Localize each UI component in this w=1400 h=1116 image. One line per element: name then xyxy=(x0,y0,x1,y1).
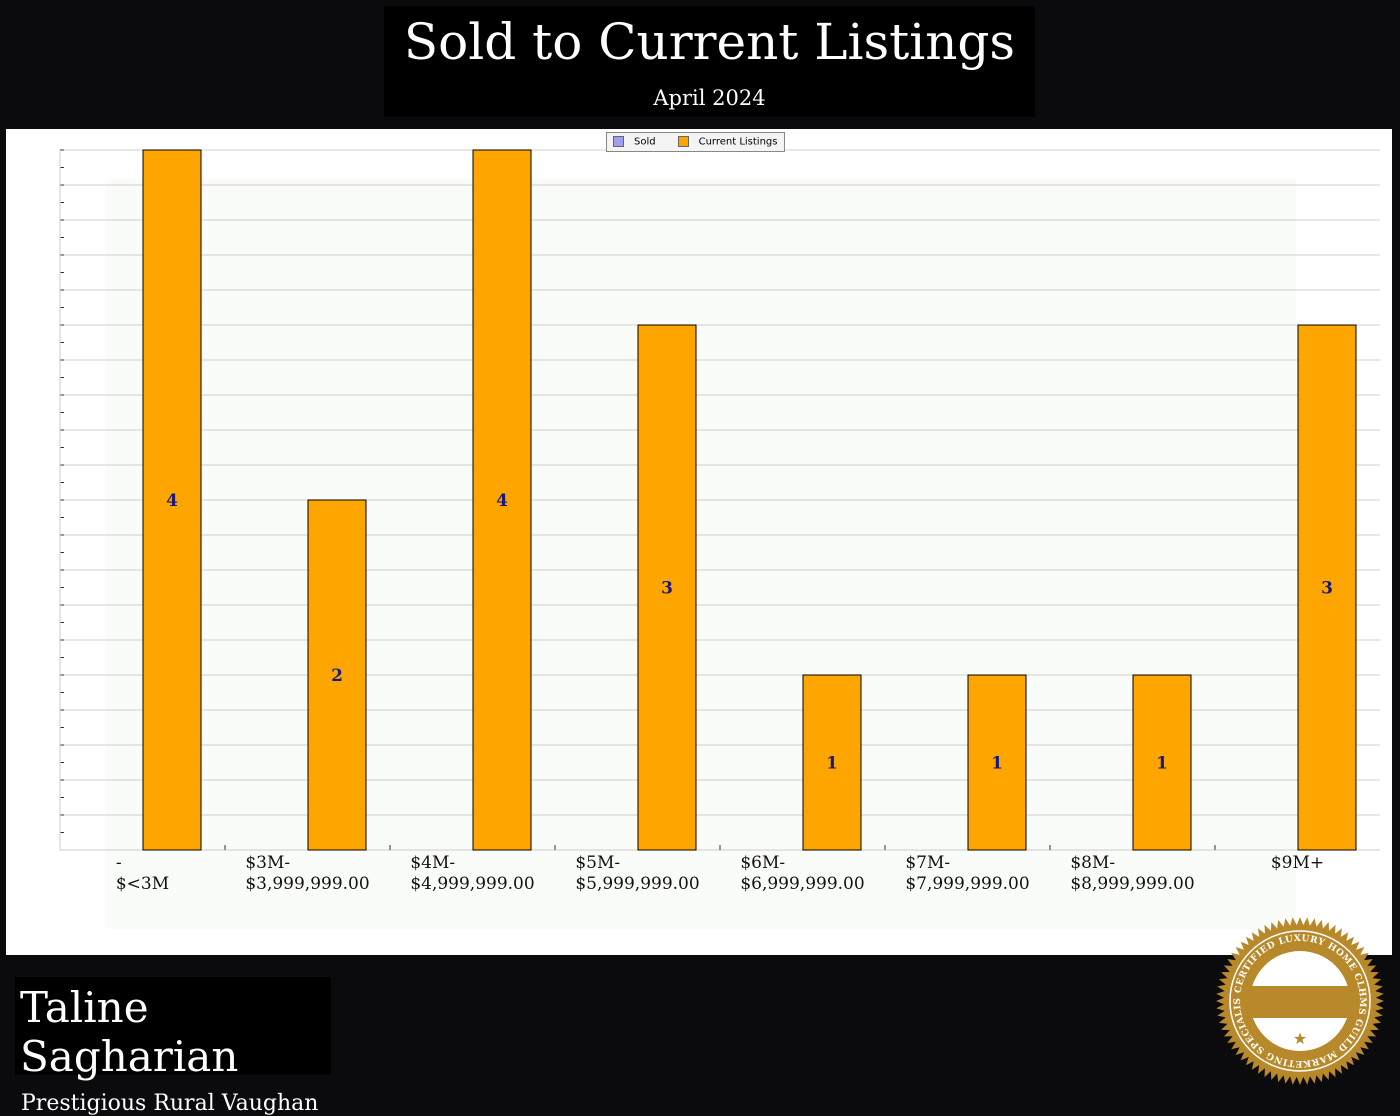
chart-title: Sold to Current Listings xyxy=(403,13,1016,71)
chart-panel: 4 2 4 3 1 1 1 3 Sold Current Listings - $<3M $3M… xyxy=(6,129,1392,955)
x-tick-label: $9M+ xyxy=(1215,853,1380,874)
category-label: $8M- $8,999,999.00 xyxy=(1070,853,1195,894)
clhms-guild-logo: CERTIFIED LUXURY HOME CLHMS GUILD MARKET… xyxy=(1215,916,1384,1085)
legend-label: Current Listings xyxy=(698,136,778,148)
bar-current-listings xyxy=(637,324,697,851)
category-label: - $<3M xyxy=(115,853,170,894)
chart-subtitle: April 2024 xyxy=(653,86,766,110)
bar-current-listings xyxy=(967,674,1027,851)
legend: Sold Current Listings xyxy=(606,132,785,152)
x-tick-label: $7M- $7,999,999.00 xyxy=(885,853,1050,895)
title-box: Sold to Current Listings April 2024 xyxy=(384,6,1035,117)
legend-item-sold: Sold xyxy=(613,136,656,148)
data-label: 4 xyxy=(496,491,508,511)
x-tick-label: $6M- $6,999,999.00 xyxy=(720,853,885,895)
legend-swatch xyxy=(677,136,689,148)
x-tick-label: $5M- $5,999,999.00 xyxy=(555,853,720,895)
bar-current-listings xyxy=(142,149,202,851)
data-label: 1 xyxy=(991,754,1003,774)
plot-background xyxy=(106,179,1296,929)
agent-box: Taline Sagharian Prestigious Rural Vaugh… xyxy=(15,977,331,1116)
bar-current-listings xyxy=(1132,674,1192,851)
x-tick-label: $3M- $3,999,999.00 xyxy=(225,853,390,895)
data-label: 2 xyxy=(331,666,343,686)
bar-current-listings xyxy=(802,674,862,851)
bar-chart: 4 2 4 3 1 1 1 3 xyxy=(59,149,1380,851)
legend-item-current: Current Listings xyxy=(677,136,778,148)
legend-label: Sold xyxy=(634,136,656,148)
data-label: 1 xyxy=(826,754,838,774)
bar-current-listings xyxy=(1297,324,1357,851)
bar-current-listings xyxy=(472,149,532,851)
badge-ring xyxy=(1229,930,1371,1072)
badge-band xyxy=(1237,986,1363,1018)
x-tick-label: $8M- $8,999,999.00 xyxy=(1050,853,1215,895)
category-label: $5M- $5,999,999.00 xyxy=(575,853,700,894)
category-label: $7M- $7,999,999.00 xyxy=(905,853,1030,894)
star-icon: ★ xyxy=(1293,1029,1307,1048)
data-label: 3 xyxy=(661,579,673,599)
category-label: $9M+ xyxy=(1270,853,1325,873)
data-label: 1 xyxy=(1156,754,1168,774)
bar-current-listings xyxy=(307,499,367,851)
category-label: $4M- $4,999,999.00 xyxy=(410,853,535,894)
x-tick-label: - $<3M xyxy=(60,853,225,895)
data-label: 4 xyxy=(166,491,178,511)
agent-area: Prestigious Rural Vaughan xyxy=(21,1091,319,1116)
category-label: $3M- $3,999,999.00 xyxy=(245,853,370,894)
category-label: $6M- $6,999,999.00 xyxy=(740,853,865,894)
legend-swatch xyxy=(613,136,624,148)
data-label: 3 xyxy=(1321,579,1333,599)
agent-name: Taline Sagharian xyxy=(20,983,239,1081)
x-tick-label: $4M- $4,999,999.00 xyxy=(390,853,555,895)
